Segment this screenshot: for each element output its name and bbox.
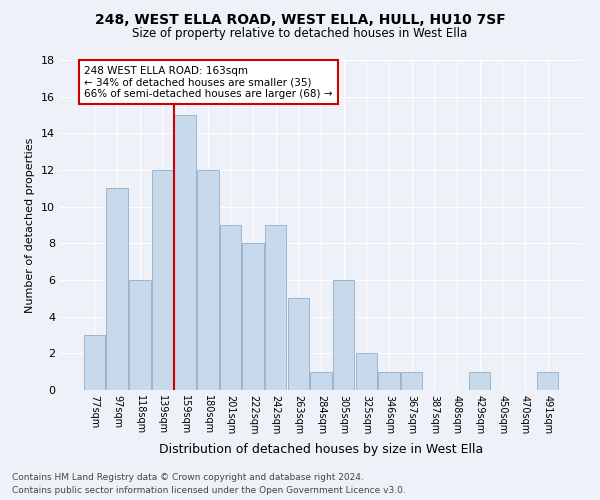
Bar — [469, 372, 490, 390]
Text: Size of property relative to detached houses in West Ella: Size of property relative to detached ho… — [133, 28, 467, 40]
Bar — [265, 225, 286, 390]
Text: 248, WEST ELLA ROAD, WEST ELLA, HULL, HU10 7SF: 248, WEST ELLA ROAD, WEST ELLA, HULL, HU… — [95, 12, 505, 26]
Bar — [333, 280, 355, 390]
Text: Contains HM Land Registry data © Crown copyright and database right 2024.: Contains HM Land Registry data © Crown c… — [12, 474, 364, 482]
Bar — [537, 372, 558, 390]
Bar — [220, 225, 241, 390]
X-axis label: Distribution of detached houses by size in West Ella: Distribution of detached houses by size … — [159, 442, 483, 456]
Bar — [175, 115, 196, 390]
Bar — [310, 372, 332, 390]
Bar — [401, 372, 422, 390]
Bar — [197, 170, 218, 390]
Text: Contains public sector information licensed under the Open Government Licence v3: Contains public sector information licen… — [12, 486, 406, 495]
Text: 248 WEST ELLA ROAD: 163sqm
← 34% of detached houses are smaller (35)
66% of semi: 248 WEST ELLA ROAD: 163sqm ← 34% of deta… — [84, 66, 333, 98]
Bar — [84, 335, 105, 390]
Bar — [287, 298, 309, 390]
Bar — [106, 188, 128, 390]
Bar — [356, 354, 377, 390]
Bar — [152, 170, 173, 390]
Bar — [378, 372, 400, 390]
Bar — [242, 244, 264, 390]
Y-axis label: Number of detached properties: Number of detached properties — [25, 138, 35, 312]
Bar — [129, 280, 151, 390]
